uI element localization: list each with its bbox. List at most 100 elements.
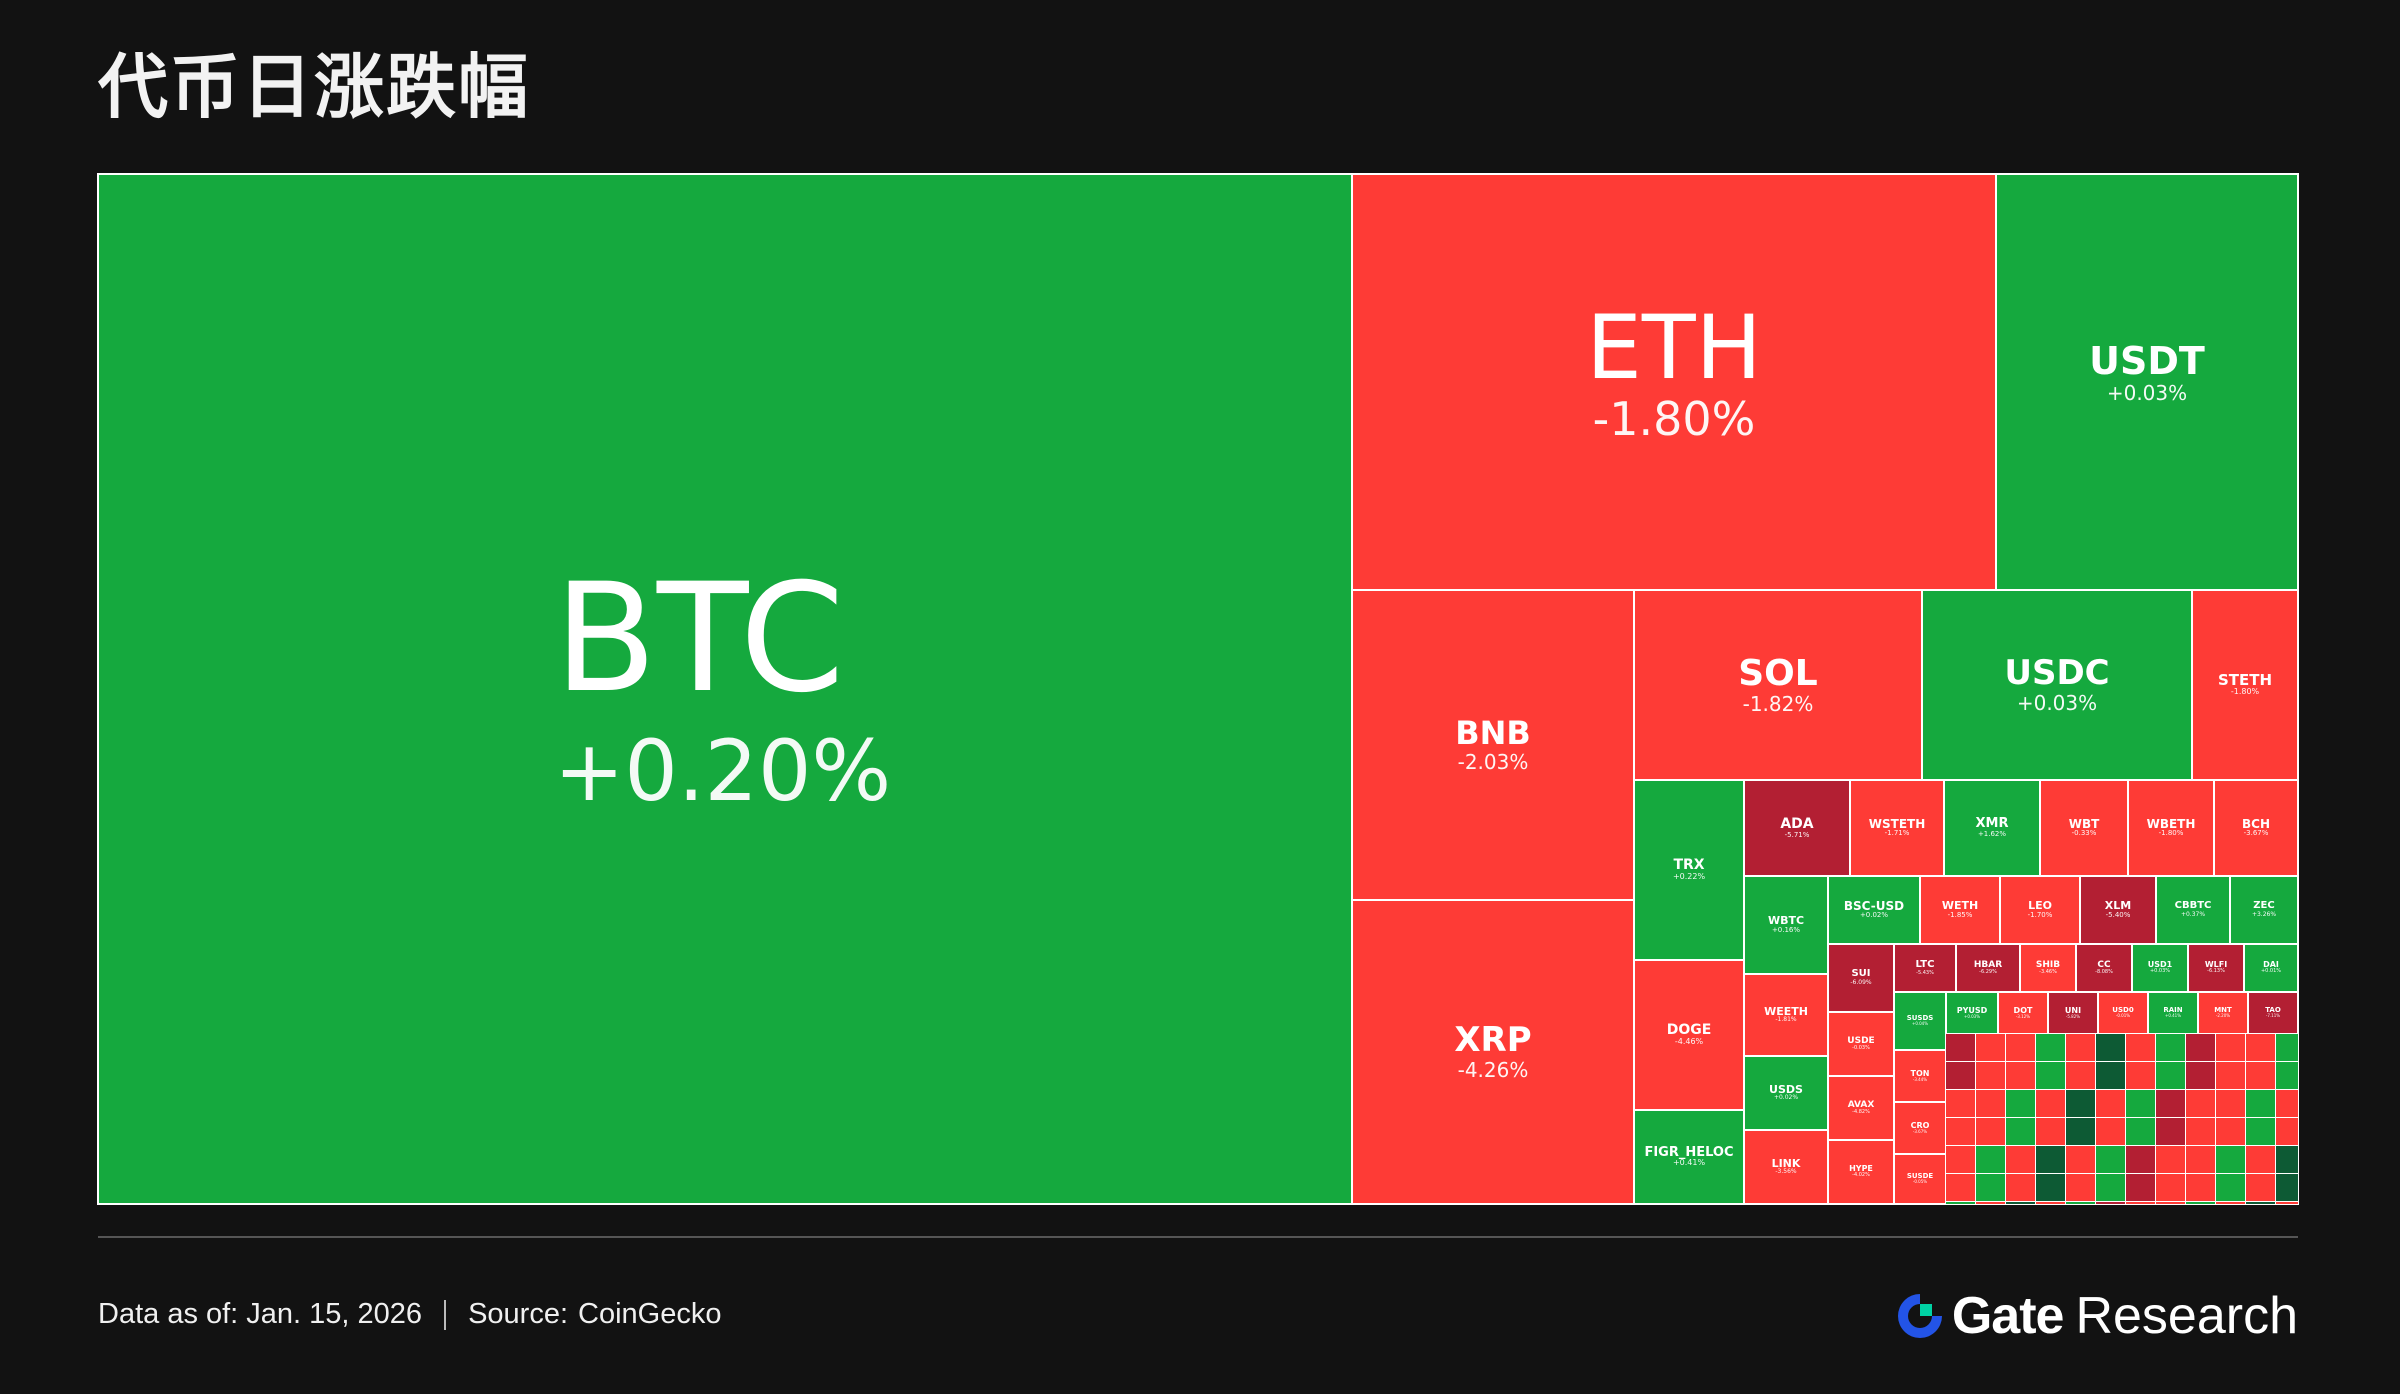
treemap-mini-tile [2065, 1117, 2097, 1147]
treemap-mini-tile [2035, 1145, 2067, 1175]
tile-change: +0.37% [2180, 910, 2206, 918]
treemap-tile-wbt: WBT -0.33% [2039, 779, 2129, 877]
tile-symbol: TON [1910, 1068, 1930, 1078]
footer-info: Data as of: Jan. 15, 2026 Source: CoinGe… [98, 1298, 721, 1331]
tile-symbol: SOL [1738, 653, 1818, 695]
treemap-mini-tile [2215, 1117, 2247, 1147]
tile-change: -2.20% [2215, 1013, 2231, 1019]
treemap-mini-tile [2185, 1201, 2217, 1205]
tile-change: -5.71% [1784, 830, 1810, 839]
treemap-mini-tile [2215, 1201, 2247, 1205]
tile-change: -1.70% [2027, 910, 2053, 919]
tile-change: -4.02% [1852, 1172, 1870, 1179]
tile-change: +0.03% [2016, 690, 2098, 715]
tile-symbol: ETH [1586, 296, 1762, 399]
tile-symbol: USD1 [2147, 960, 2173, 970]
treemap-tile-usds: USDS +0.02% [1743, 1055, 1829, 1131]
treemap-tile-hype: HYPE -4.02% [1827, 1139, 1895, 1205]
tile-symbol: BTC [554, 552, 845, 727]
tile-symbol: MNT [2214, 1006, 2232, 1015]
tile-change: -0.33% [2071, 829, 2097, 838]
treemap-tile-bch: BCH -3.67% [2213, 779, 2299, 877]
tile-symbol: TRX [1673, 857, 1705, 874]
tile-change: +0.03% [1963, 1014, 1981, 1019]
treemap-tile-ada: ADA -5.71% [1743, 779, 1851, 877]
source-value: CoinGecko [578, 1298, 722, 1330]
tile-change: -1.82% [1742, 691, 1814, 716]
treemap-mini-tile [2215, 1145, 2247, 1175]
tile-symbol: LEO [2028, 899, 2052, 913]
tile-symbol: USD0 [2112, 1006, 2134, 1015]
treemap-mini-tile [2155, 1173, 2187, 1203]
tile-symbol: RAIN [2163, 1006, 2183, 1015]
treemap-mini-tile [2185, 1173, 2217, 1203]
treemap-mini-tile [1945, 1201, 1977, 1205]
treemap-tile-leo: LEO -1.70% [1999, 875, 2081, 945]
tile-symbol: XLM [2104, 899, 2132, 913]
tile-change: -0.03% [1852, 1044, 1870, 1051]
tile-change: -3.46% [2039, 968, 2057, 975]
treemap-mini-tile [2065, 1089, 2097, 1119]
treemap-mini-tile [2005, 1117, 2037, 1147]
treemap-mini-tile [2155, 1033, 2187, 1063]
tile-symbol: CBBTC [2174, 900, 2212, 912]
treemap-mini-tile [2155, 1201, 2187, 1205]
treemap-mini-tile [2155, 1061, 2187, 1091]
treemap-mini-tile [1945, 1173, 1977, 1203]
treemap-tile-avax: AVAX -4.82% [1827, 1075, 1895, 1141]
treemap-tile-sol: SOL -1.82% [1633, 589, 1923, 781]
tile-symbol: CRO [1910, 1120, 1930, 1130]
treemap-tile-bnb: BNB -2.03% [1351, 589, 1635, 901]
treemap-mini-tile [2035, 1117, 2067, 1147]
tile-change: +0.16% [1771, 925, 1801, 934]
treemap-mini-tile [2065, 1033, 2097, 1063]
tile-change: -0.05% [1912, 1179, 1928, 1185]
treemap-mini-tile [2095, 1173, 2127, 1203]
treemap-tile-link: LINK -3.56% [1743, 1129, 1829, 1205]
treemap-mini-tile [2275, 1033, 2299, 1063]
treemap-mini-tile [2005, 1033, 2037, 1063]
treemap-mini-tile [1945, 1117, 1977, 1147]
treemap-tile-wsteth: WSTETH -1.71% [1849, 779, 1945, 877]
tile-change: +0.41% [1672, 1158, 1706, 1168]
data-date: Data as of: Jan. 15, 2026 [98, 1298, 423, 1330]
tile-symbol: HBAR [1973, 959, 2003, 970]
treemap-mini-tile [2095, 1033, 2127, 1063]
treemap-mini-tile [2185, 1117, 2217, 1147]
tile-symbol: WBTC [1767, 914, 1805, 928]
tile-symbol: TAO [2265, 1006, 2281, 1015]
tile-change: -3.12% [2015, 1014, 2031, 1019]
treemap-tile-trx: TRX +0.22% [1633, 779, 1745, 961]
tile-change: -4.26% [1457, 1057, 1529, 1082]
treemap-mini-tile [2035, 1061, 2067, 1091]
treemap-mini-tile [1945, 1061, 1977, 1091]
tile-symbol: ZEC [2253, 900, 2275, 912]
treemap-tile-wbtc: WBTC +0.16% [1743, 875, 1829, 975]
tile-change: -6.09% [1850, 978, 1872, 986]
tile-change: -1.81% [1775, 1016, 1797, 1024]
treemap-tile-dot: DOT -3.12% [1997, 991, 2049, 1035]
treemap-mini-tile [2245, 1173, 2277, 1203]
treemap-tile-ltc: LTC -5.43% [1893, 943, 1957, 993]
tile-symbol: WBETH [2146, 816, 2196, 831]
treemap-mini-tile [2065, 1061, 2097, 1091]
treemap-mini-tile [2245, 1089, 2277, 1119]
treemap-tile-ton: TON -3.44% [1893, 1049, 1947, 1103]
tile-change: -5.40% [2105, 910, 2131, 919]
treemap-tile-usd1: USD1 +0.03% [2131, 943, 2189, 993]
treemap-tile-eth: ETH -1.80% [1351, 173, 1997, 591]
treemap-mini-tile [2275, 1117, 2299, 1147]
treemap-mini-tile [2095, 1145, 2127, 1175]
tile-change: -1.80% [2158, 829, 2184, 838]
treemap-mini-tile [1975, 1061, 2007, 1091]
tile-symbol: XRP [1454, 1020, 1532, 1061]
tile-change: -5.43% [1916, 969, 1934, 976]
tile-change: +0.04% [1911, 1021, 1929, 1027]
tile-symbol: USDT [2089, 339, 2205, 383]
treemap-mini-tile [2065, 1201, 2097, 1205]
treemap-mini-tile [1945, 1089, 1977, 1119]
treemap-tile-shib: SHIB -3.46% [2019, 943, 2077, 993]
tile-symbol: ADA [1780, 815, 1814, 832]
tile-symbol: DOGE [1666, 1022, 1712, 1039]
treemap-mini-tile [2275, 1089, 2299, 1119]
